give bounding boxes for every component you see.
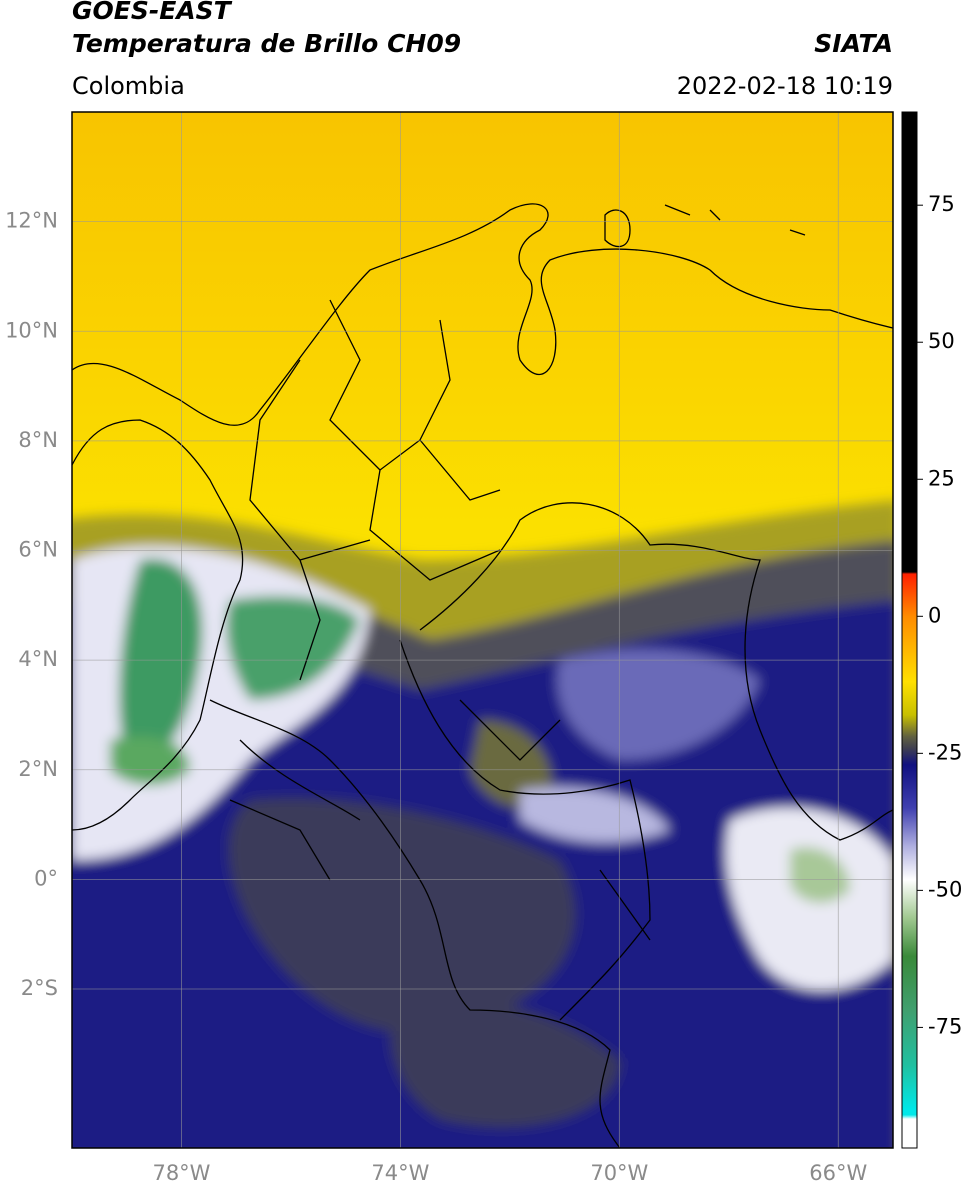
y-tick-label: 2°N bbox=[18, 757, 58, 781]
brand: SIATA bbox=[814, 29, 893, 58]
tick-labels: 78°W 74°W 70°W 66°W 12°N 10°N 8°N 6°N 4°N 2°N 0° 2°… bbox=[5, 192, 962, 1185]
x-tick-label: 70°W bbox=[590, 1161, 648, 1185]
colorbar-tick-label: -75 bbox=[928, 1014, 962, 1038]
colorbar-tick-label: 25 bbox=[928, 466, 955, 490]
colorbar bbox=[901, 111, 918, 1149]
y-tick-label: 10°N bbox=[5, 318, 58, 342]
x-tick-label: 78°W bbox=[152, 1161, 210, 1185]
graticule bbox=[72, 112, 893, 1148]
map-frame bbox=[71, 111, 894, 1149]
satellite-image bbox=[72, 112, 893, 1148]
y-tick-label: 2°S bbox=[21, 976, 58, 1000]
region: Colombia bbox=[72, 72, 185, 100]
x-tick-label: 74°W bbox=[371, 1161, 429, 1185]
x-tick-label: 66°W bbox=[809, 1161, 867, 1185]
colorbar-tick-label: 75 bbox=[928, 192, 955, 216]
colorbar-tick-label: -50 bbox=[928, 877, 962, 901]
y-tick-label: 0° bbox=[34, 866, 58, 890]
y-tick-label: 6°N bbox=[18, 538, 58, 562]
datetime: 2022-02-18 10:19 bbox=[677, 72, 893, 100]
title: GOES-EAST bbox=[72, 0, 233, 25]
y-tick-label: 4°N bbox=[18, 647, 58, 671]
colorbar-tick-label: 50 bbox=[928, 329, 955, 353]
coastlines bbox=[72, 203, 893, 1148]
y-tick-label: 12°N bbox=[5, 209, 58, 233]
imagery-blobs bbox=[72, 500, 893, 1148]
colorbar-tick-label: 0 bbox=[928, 603, 941, 627]
colorbar-tick-label: -25 bbox=[928, 740, 962, 764]
y-tick-label: 8°N bbox=[18, 428, 58, 452]
subtitle: Temperatura de Brillo CH09 bbox=[72, 29, 461, 58]
